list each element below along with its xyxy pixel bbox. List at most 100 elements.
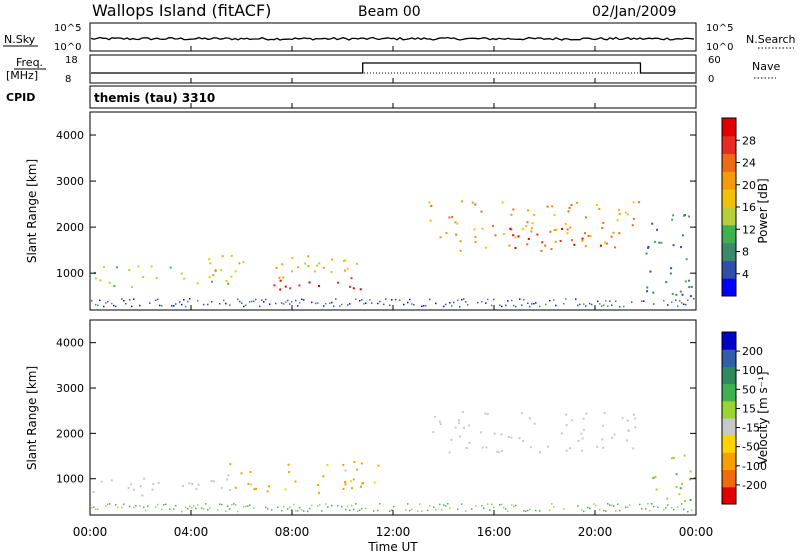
- power-near-range-cell: [97, 304, 99, 307]
- velocity-near-range-cell: [527, 509, 529, 512]
- velocity-near-range-cell: [671, 507, 673, 509]
- velocity-cell: [496, 450, 499, 453]
- velocity-near-range-cell: [321, 510, 323, 512]
- power-cell: [331, 258, 334, 261]
- velocity-near-range-cell: [665, 507, 667, 509]
- velocity-cell: [458, 422, 461, 425]
- velocity-cell: [481, 446, 484, 449]
- velocity-cell: [570, 419, 573, 422]
- velocity-near-range-cell: [577, 505, 579, 507]
- power-cell: [549, 230, 552, 233]
- velocity-cell: [666, 497, 669, 500]
- power-cell: [671, 218, 674, 221]
- power-cell: [614, 246, 616, 249]
- power-cell: [298, 284, 301, 287]
- velocity-cell: [439, 423, 442, 426]
- velocity-cell: [611, 436, 614, 439]
- power-near-range-cell: [369, 298, 371, 301]
- velocity-near-range-cell: [237, 510, 239, 513]
- power-near-range-cell: [463, 298, 465, 300]
- velocity-cell: [352, 478, 355, 481]
- velocity-cell: [322, 475, 325, 478]
- power-cell: [680, 246, 682, 249]
- velocity-near-range-cell: [427, 509, 429, 512]
- power-cell: [445, 232, 448, 234]
- power-cell: [484, 246, 487, 249]
- velocity-near-range-cell: [471, 508, 473, 510]
- velocity-near-range-cell: [289, 506, 291, 509]
- velocity-cell: [577, 440, 580, 442]
- velocity-colorbar-tick-label: -100: [742, 460, 767, 473]
- velocity-cell: [284, 488, 287, 491]
- power-cell: [512, 208, 515, 211]
- velocity-cell: [468, 424, 471, 427]
- velocity-cell: [152, 483, 155, 486]
- power-near-range-cell: [539, 305, 541, 308]
- velocity-near-range-cell: [181, 510, 183, 513]
- power-near-range-cell: [333, 305, 335, 307]
- velocity-near-range-cell: [139, 504, 141, 507]
- velocity-cell: [450, 438, 453, 441]
- power-near-range-cell: [149, 302, 151, 304]
- power-near-range-cell: [107, 300, 109, 303]
- velocity-near-range-cell: [243, 506, 245, 508]
- power-near-range-cell: [687, 299, 689, 301]
- velocity-cell: [533, 422, 536, 425]
- power-near-range-cell: [303, 299, 305, 301]
- power-near-range-cell: [589, 302, 591, 305]
- power-near-range-cell: [619, 305, 621, 308]
- velocity-cell: [127, 487, 130, 489]
- velocity-near-range-cell: [143, 506, 145, 509]
- power-cell: [238, 262, 241, 265]
- velocity-near-range-cell: [295, 510, 297, 512]
- power-near-range-cell: [545, 303, 547, 306]
- velocity-near-range-cell: [627, 506, 629, 509]
- velocity-near-range-cell: [457, 508, 459, 511]
- power-cell: [456, 222, 459, 225]
- power-cell: [645, 252, 648, 255]
- velocity-cell: [633, 413, 635, 416]
- power-near-range-cell: [663, 300, 665, 302]
- power-cell: [618, 232, 621, 235]
- power-cell: [346, 267, 349, 270]
- power-colorbar-segment: [722, 278, 736, 297]
- power-near-range-cell: [255, 298, 257, 301]
- power-cell: [137, 265, 140, 268]
- power-cell: [279, 279, 282, 282]
- power-cell: [480, 210, 483, 213]
- power-near-range-cell: [609, 300, 611, 302]
- velocity-near-range-cell: [117, 506, 119, 509]
- power-cell: [102, 266, 105, 268]
- velocity-near-range-cell: [229, 508, 231, 510]
- velocity-cell: [377, 464, 380, 467]
- velocity-cell: [634, 426, 637, 429]
- velocity-near-range-cell: [347, 505, 349, 508]
- power-near-range-cell: [591, 303, 593, 306]
- power-cell: [605, 242, 608, 245]
- x-tick-label: 20:00: [578, 525, 613, 539]
- velocity-near-range-cell: [277, 506, 279, 509]
- velocity-colorbar-segment: [722, 418, 736, 436]
- power-near-range-cell: [259, 305, 261, 308]
- velocity-y-tick-label: 1000: [56, 473, 84, 486]
- power-cell: [656, 228, 659, 231]
- velocity-cell: [212, 480, 215, 483]
- velocity-near-range-cell: [419, 503, 421, 505]
- power-cell: [196, 282, 199, 285]
- power-near-range-cell: [355, 298, 357, 300]
- power-near-range-cell: [565, 298, 567, 300]
- velocity-near-range-cell: [683, 508, 685, 511]
- power-near-range-cell: [329, 302, 331, 305]
- velocity-near-range-cell: [303, 510, 305, 512]
- power-near-range-cell: [263, 301, 265, 303]
- power-cell: [183, 277, 186, 280]
- velocity-near-range-cell: [337, 505, 339, 507]
- power-near-range-cell: [533, 302, 535, 305]
- velocity-cell: [373, 481, 376, 484]
- velocity-near-range-cell: [353, 508, 355, 511]
- power-near-range-cell: [413, 303, 415, 306]
- power-near-range-cell: [585, 305, 587, 307]
- velocity-near-range-cell: [109, 503, 111, 505]
- power-cell: [596, 204, 599, 206]
- power-near-range-cell: [523, 299, 525, 301]
